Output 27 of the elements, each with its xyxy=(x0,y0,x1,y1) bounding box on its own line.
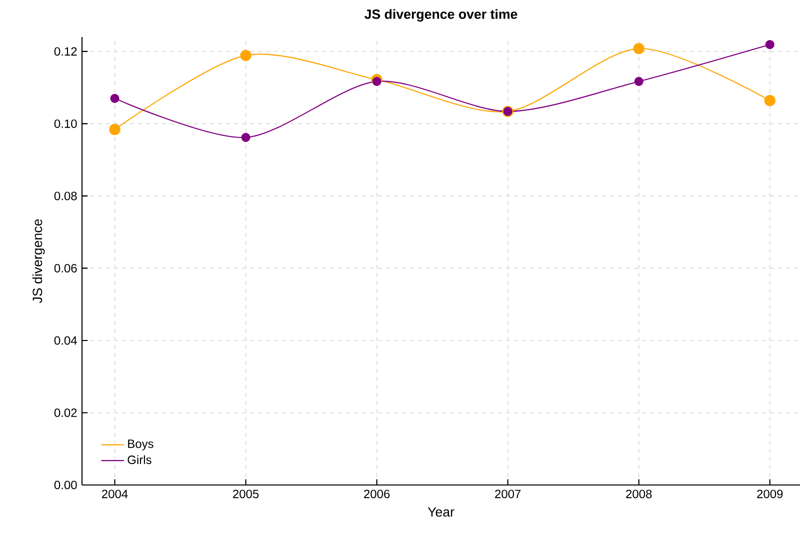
point xyxy=(633,42,644,54)
point xyxy=(765,40,774,50)
y-tick-label: 0.08 xyxy=(54,192,77,200)
x-tick-label: 2007 xyxy=(495,490,521,498)
legend-label: Girls xyxy=(128,455,152,464)
x-tick-label: 2005 xyxy=(233,490,259,498)
point xyxy=(241,132,250,142)
x-tick-label: 2008 xyxy=(626,490,652,498)
point xyxy=(240,50,252,62)
point xyxy=(110,94,120,103)
y-tick-label: 0.06 xyxy=(54,264,77,272)
point xyxy=(109,124,120,136)
y-axis-title: JS divergence xyxy=(32,219,45,304)
y-tick-label: 0.04 xyxy=(54,336,77,345)
legend-label: Boys xyxy=(128,440,154,450)
point xyxy=(764,94,776,106)
y-tick-label: 0.00 xyxy=(54,480,77,490)
x-tick-label: 2004 xyxy=(102,490,128,498)
y-tick-label: 0.12 xyxy=(54,47,77,56)
x-axis-title: Year xyxy=(428,507,454,517)
point xyxy=(634,76,644,86)
x-tick-label: 2009 xyxy=(757,490,783,498)
point xyxy=(372,76,382,86)
y-tick-label: 0.10 xyxy=(54,119,77,128)
y-tick-label: 0.02 xyxy=(54,408,77,417)
x-tick-label: 2006 xyxy=(364,490,390,498)
chart-title: JS divergence over time xyxy=(364,9,518,22)
